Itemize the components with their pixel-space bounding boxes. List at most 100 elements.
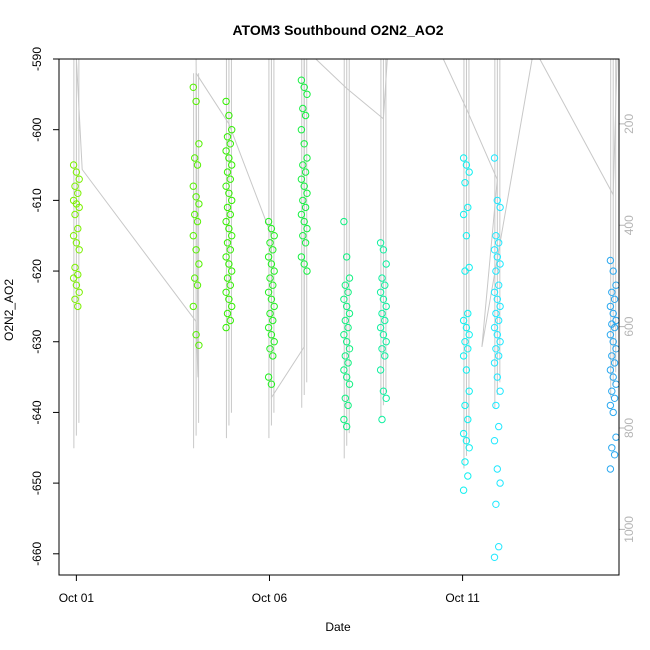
- track-line-3: [442, 58, 533, 347]
- data-point-3-12: [270, 302, 278, 311]
- y2-tick-label-4: 1000: [622, 516, 636, 543]
- data-point-1-4: [193, 161, 202, 169]
- data-point-6-1: [379, 246, 388, 254]
- data-point-3-0: [264, 217, 273, 226]
- data-point-8-22: [496, 387, 504, 395]
- x-tick-label-1: Oct 06: [252, 591, 288, 605]
- data-point-3-13: [266, 309, 274, 318]
- data-point-3-11: [267, 295, 276, 303]
- data-point-2-0: [222, 97, 230, 106]
- data-point-1-12: [195, 260, 203, 268]
- data-point-6-9: [381, 316, 389, 325]
- data-point-4-1: [300, 83, 308, 92]
- data-point-2-30: [222, 323, 230, 332]
- data-point-0-1: [72, 168, 81, 176]
- data-point-5-15: [340, 366, 348, 374]
- y-tick-label-6: -650: [30, 471, 44, 495]
- data-point-3-21: [267, 380, 276, 388]
- data-point-7-20: [459, 429, 468, 438]
- data-point-7-8: [461, 267, 469, 275]
- data-point-7-12: [465, 331, 473, 339]
- data-point-8-19: [495, 352, 503, 360]
- data-point-8-11: [493, 295, 501, 303]
- data-point-5-16: [343, 373, 351, 381]
- data-point-9-17: [612, 380, 620, 388]
- data-point-3-10: [264, 288, 273, 296]
- data-point-4-21: [300, 260, 308, 268]
- data-point-9-0: [606, 256, 615, 265]
- data-point-0-17: [75, 288, 83, 296]
- data-point-4-13: [299, 196, 307, 205]
- data-point-3-4: [269, 246, 277, 254]
- data-point-2-3: [223, 133, 232, 141]
- data-point-2-20: [222, 253, 230, 261]
- data-point-2-29: [226, 316, 235, 325]
- y-tick-label-5: -640: [30, 400, 44, 424]
- plot-frame: [58, 58, 620, 576]
- data-point-3-19: [269, 352, 277, 360]
- data-point-9-5: [606, 302, 615, 311]
- data-point-8-29: [495, 543, 503, 551]
- data-point-6-13: [378, 345, 386, 353]
- data-point-8-1: [493, 196, 501, 205]
- data-point-2-14: [226, 210, 235, 219]
- data-point-7-24: [464, 472, 472, 480]
- y2-tick-label-0: 200: [622, 114, 636, 134]
- y2-tick-label-1: 400: [622, 215, 636, 235]
- data-point-1-3: [191, 154, 199, 162]
- data-point-1-6: [192, 193, 200, 201]
- data-point-6-4: [381, 281, 389, 289]
- data-point-9-21: [609, 408, 617, 417]
- data-point-1-16: [192, 331, 200, 339]
- data-point-2-21: [225, 260, 233, 268]
- data-point-2-26: [225, 295, 233, 303]
- data-point-5-3: [341, 281, 349, 289]
- data-point-4-15: [297, 210, 306, 219]
- data-point-8-12: [496, 302, 504, 311]
- data-point-5-5: [340, 295, 348, 303]
- data-point-2-24: [226, 281, 235, 289]
- data-point-4-3: [299, 104, 307, 113]
- data-point-7-25: [459, 486, 468, 494]
- data-point-5-4: [344, 288, 352, 296]
- data-point-1-8: [191, 210, 199, 219]
- data-point-5-12: [345, 345, 354, 353]
- data-point-4-10: [297, 175, 306, 183]
- data-point-0-16: [72, 281, 81, 289]
- data-point-8-9: [495, 281, 503, 289]
- data-point-4-19: [301, 239, 310, 247]
- data-point-5-10: [340, 331, 348, 339]
- data-point-3-3: [266, 239, 274, 247]
- data-point-7-16: [462, 366, 471, 374]
- data-point-8-6: [493, 253, 501, 261]
- data-point-1-15: [189, 302, 198, 311]
- data-point-5-18: [341, 394, 349, 402]
- data-point-5-20: [340, 415, 348, 424]
- data-point-6-7: [382, 302, 390, 311]
- data-point-4-2: [303, 90, 311, 99]
- data-point-0-12: [75, 246, 83, 254]
- data-point-6-8: [378, 309, 386, 318]
- data-point-3-6: [267, 260, 276, 268]
- data-point-2-7: [228, 161, 236, 169]
- data-point-7-3: [461, 179, 469, 187]
- data-point-6-18: [378, 415, 386, 424]
- y2-tick-label-2: 600: [622, 316, 636, 336]
- data-point-2-12: [228, 196, 236, 205]
- data-point-4-6: [300, 140, 308, 148]
- data-point-4-7: [303, 154, 311, 162]
- x-tick-label-2: Oct 11: [445, 591, 480, 605]
- y-tick-label-7: -660: [30, 541, 44, 565]
- data-point-5-7: [345, 309, 354, 318]
- data-point-1-17: [195, 341, 203, 349]
- data-point-3-7: [270, 267, 278, 275]
- data-point-7-6: [462, 232, 471, 240]
- data-point-4-12: [303, 189, 311, 198]
- data-point-5-13: [341, 352, 349, 360]
- data-point-3-16: [267, 331, 276, 339]
- data-point-8-21: [493, 373, 501, 381]
- data-point-6-3: [378, 274, 386, 282]
- y-tick-label-0: -590: [30, 47, 44, 71]
- data-point-9-23: [608, 444, 616, 452]
- data-point-0-11: [72, 239, 81, 247]
